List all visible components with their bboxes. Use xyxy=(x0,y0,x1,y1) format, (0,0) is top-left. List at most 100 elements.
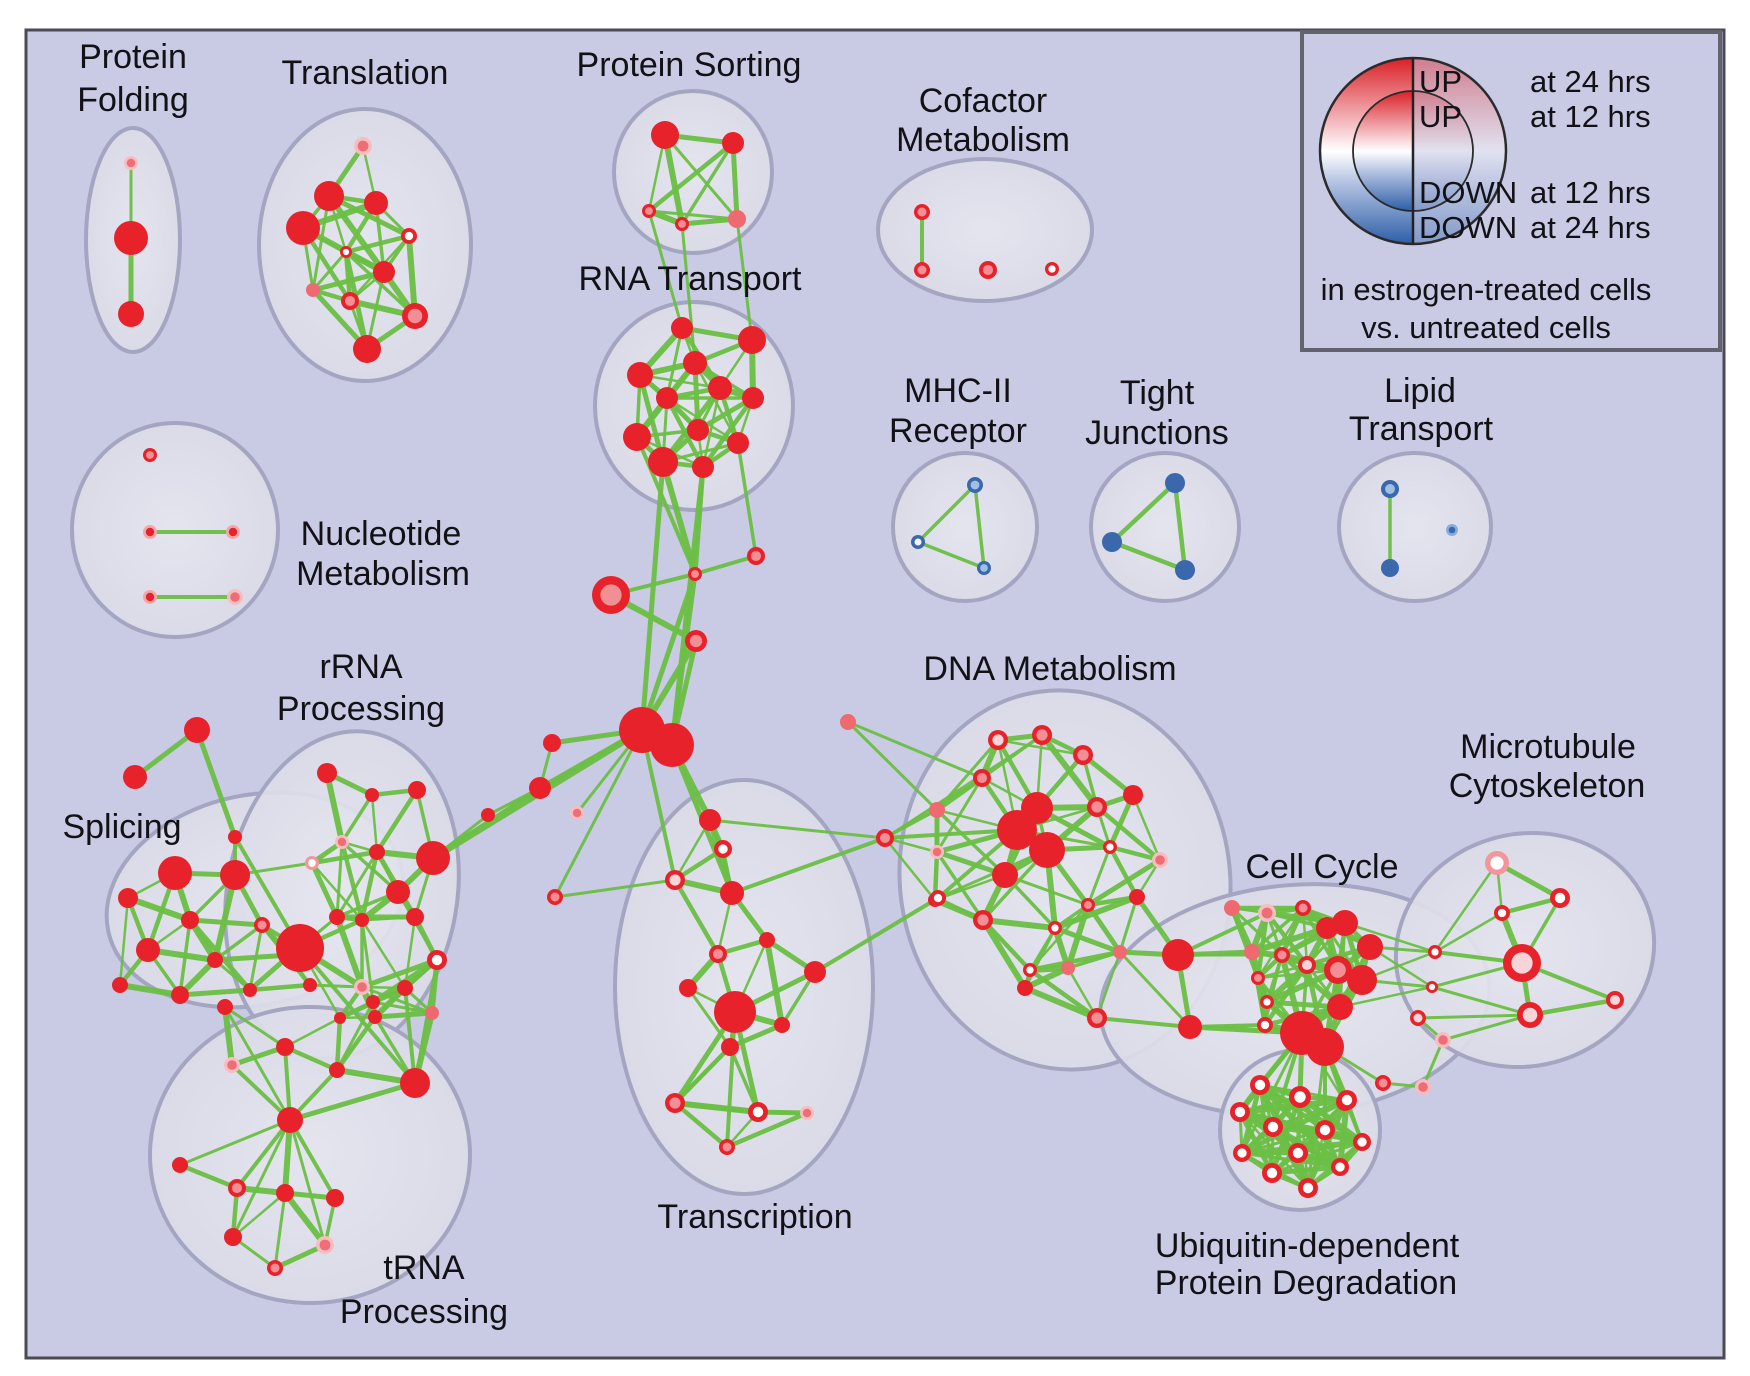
network-edge xyxy=(1269,1164,1343,1176)
network-edge xyxy=(1188,1023,1267,1029)
network-edge xyxy=(635,435,697,576)
cluster-label: Protein Degradation xyxy=(1155,1264,1457,1302)
network-node-core xyxy=(572,808,582,818)
network-node xyxy=(840,714,856,730)
network-node-core xyxy=(1490,856,1504,870)
network-node-core xyxy=(1091,1012,1103,1024)
network-node xyxy=(158,856,192,890)
cluster-boundary-transcription xyxy=(613,778,875,1196)
network-node-core xyxy=(404,231,414,241)
network-node xyxy=(364,191,388,215)
network-node xyxy=(181,911,199,929)
legend-time-24-dn: at 24 hrs xyxy=(1530,210,1651,245)
network-node xyxy=(1327,994,1353,1020)
network-node-core xyxy=(126,158,136,168)
network-edge xyxy=(371,1000,434,1015)
network-edge xyxy=(973,483,986,570)
network-edge xyxy=(764,937,785,1028)
network-node-core xyxy=(550,892,560,902)
network-edge xyxy=(125,895,193,923)
network-edge xyxy=(1527,997,1618,1018)
network-edge xyxy=(1430,985,1532,1017)
network-edge xyxy=(679,216,740,227)
network-edge xyxy=(725,1010,737,1149)
network-edge xyxy=(335,1000,375,1072)
network-node xyxy=(136,938,160,962)
network-node-core xyxy=(600,584,622,606)
network-node-core xyxy=(1036,729,1048,741)
network-node-core xyxy=(718,844,728,854)
network-node-core xyxy=(1155,855,1165,865)
network-edge xyxy=(1421,1038,1445,1089)
network-node xyxy=(172,1157,188,1173)
network-edge xyxy=(360,985,434,1015)
legend-faded-half xyxy=(1413,58,1506,244)
network-edge xyxy=(213,923,264,962)
network-node-core xyxy=(1431,948,1439,956)
network-edge xyxy=(1052,894,1140,931)
network-node xyxy=(400,1068,430,1098)
network-node-core xyxy=(1277,950,1287,960)
network-node xyxy=(329,1062,345,1078)
network-edge xyxy=(1240,1031,1304,1155)
network-node-core xyxy=(1319,1124,1331,1136)
network-node-core xyxy=(879,832,891,844)
network-node-core xyxy=(146,451,154,459)
network-node xyxy=(720,881,744,905)
network-node-core xyxy=(1234,1106,1246,1118)
network-edge xyxy=(231,1191,287,1239)
network-node xyxy=(1244,944,1260,960)
network-node-core xyxy=(1260,1020,1270,1030)
cluster-label: Protein Sorting xyxy=(577,46,802,84)
cluster-label: Cofactor xyxy=(919,82,1048,120)
network-node xyxy=(648,447,678,477)
network-edge xyxy=(638,373,722,390)
network-edge xyxy=(736,441,758,558)
network-node xyxy=(727,432,749,454)
network-node-core xyxy=(337,837,347,847)
network-node xyxy=(692,456,714,478)
network-edge xyxy=(665,326,684,400)
network-node xyxy=(286,211,320,245)
network-node xyxy=(397,980,413,996)
network-edge xyxy=(1338,985,1434,1009)
network-edge xyxy=(647,209,684,330)
network-node-core xyxy=(977,914,989,926)
network-edge xyxy=(309,849,380,866)
network-node-core xyxy=(678,220,686,228)
network-edge xyxy=(334,1015,343,1073)
network-node-core xyxy=(933,893,943,903)
network-node-core xyxy=(357,140,369,152)
network-node-core xyxy=(1254,1079,1266,1091)
network-edge xyxy=(916,540,986,570)
network-node-core xyxy=(982,264,994,276)
network-edge xyxy=(553,878,677,899)
network-edge xyxy=(727,1022,785,1050)
network-node xyxy=(416,841,450,875)
network-node-core xyxy=(357,982,367,992)
network-edge xyxy=(1052,925,1123,955)
network-edge xyxy=(309,860,340,920)
network-edge xyxy=(669,571,698,748)
network-edge xyxy=(431,786,542,860)
network-node-core xyxy=(992,734,1004,746)
network-edge xyxy=(187,917,265,928)
cluster-boundary-protein-sorting xyxy=(612,89,774,255)
cluster-label: Lipid xyxy=(1384,372,1456,410)
cluster-label: tRNA xyxy=(383,1249,465,1287)
network-node-core xyxy=(1254,974,1262,982)
network-edge xyxy=(403,915,417,990)
network-edge xyxy=(308,983,364,989)
network-edge xyxy=(1441,1013,1532,1042)
network-edge xyxy=(370,793,379,854)
network-node-core xyxy=(1438,1035,1448,1045)
network-node xyxy=(406,908,424,926)
network-edge xyxy=(177,987,253,998)
network-edge xyxy=(1494,860,1563,901)
network-node xyxy=(277,1107,303,1133)
network-edge xyxy=(646,140,736,214)
network-node-core xyxy=(722,1142,732,1152)
network-edge xyxy=(372,1010,435,1020)
